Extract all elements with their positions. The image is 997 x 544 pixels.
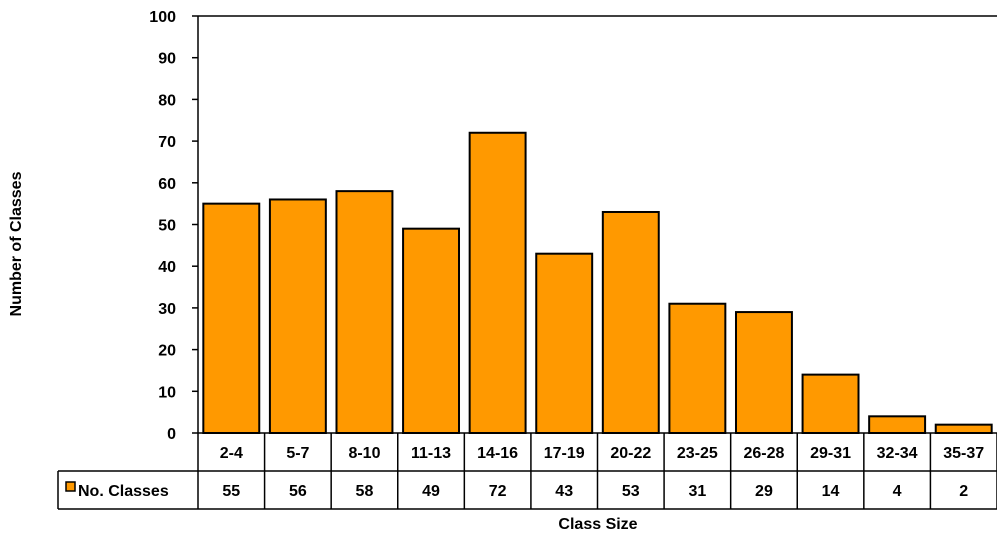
x-tick-label: 5-7: [286, 445, 309, 462]
bar: [335, 190, 394, 434]
data-label: 4: [893, 483, 902, 500]
y-tick-label: 10: [158, 384, 176, 401]
y-tick-label: 30: [158, 301, 176, 318]
x-tick-label: 23-25: [677, 445, 718, 462]
data-label: 31: [688, 483, 706, 500]
x-tick-label: 11-13: [411, 445, 451, 462]
data-label: 2: [959, 483, 968, 500]
x-tick-label: 32-34: [877, 445, 918, 462]
bar: [868, 415, 927, 435]
y-tick-label: 20: [158, 343, 176, 360]
data-label: 49: [422, 483, 440, 500]
x-tick-label: 26-28: [743, 445, 784, 462]
y-tick-label: 70: [158, 134, 176, 151]
bar: [668, 302, 727, 435]
data-label: 72: [489, 483, 507, 500]
bars: [202, 131, 993, 435]
x-axis-title: Class Size: [558, 516, 637, 533]
data-label: 58: [356, 483, 374, 500]
x-tick-label: 29-31: [810, 445, 851, 462]
bar: [934, 423, 993, 435]
data-table: 2-4 5-7 8-10 11-13 14-16 17-19 20-22 23-25 26-28…: [57, 432, 997, 510]
bar: [268, 198, 327, 434]
data-label: 14: [822, 483, 840, 500]
legend-swatch: [65, 481, 76, 492]
y-tick-label: 40: [158, 259, 176, 276]
y-tick-label: 60: [158, 176, 176, 193]
bar: [535, 252, 594, 434]
data-label: 53: [622, 483, 640, 500]
data-label: 55: [222, 483, 240, 500]
x-tick-label: 17-19: [544, 445, 585, 462]
bar: [801, 373, 860, 434]
legend-label: No. Classes: [78, 483, 169, 500]
bar: [601, 210, 660, 434]
x-tick-label: 2-4: [220, 445, 243, 462]
y-tick-label: 90: [158, 51, 176, 68]
x-tick-label: 8-10: [348, 445, 380, 462]
bar: [402, 227, 461, 434]
y-tick-label: 50: [158, 218, 176, 235]
bar: [734, 311, 793, 435]
bar: [468, 131, 527, 434]
y-axis-title: Number of Classes: [8, 171, 25, 316]
x-tick-label: 35-37: [943, 445, 984, 462]
y-tick-label: 100: [149, 9, 176, 26]
y-tick-label: 80: [158, 92, 176, 109]
data-label: 43: [555, 483, 573, 500]
x-tick-label: 20-22: [610, 445, 651, 462]
bar: [202, 202, 261, 434]
y-tick-label: 0: [167, 426, 176, 443]
data-label: 29: [755, 483, 773, 500]
y-axis: 0 10 20 30 40 50 60 70 80 90 100: [149, 9, 997, 443]
x-tick-label: 14-16: [477, 445, 518, 462]
data-label: 56: [289, 483, 307, 500]
